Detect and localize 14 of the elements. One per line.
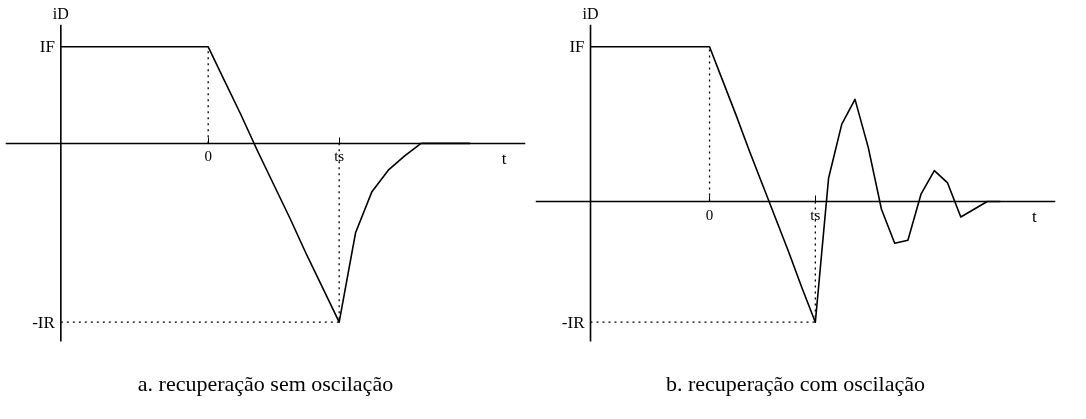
x-tick-label: ts: [334, 148, 345, 165]
x-axis-title: t: [1031, 207, 1037, 227]
x-tick-label: ts: [810, 206, 821, 223]
y-axis-title: iD: [582, 5, 599, 23]
text: a. recuperação sem oscilação: [137, 370, 394, 396]
x-tick-label: 0: [705, 206, 714, 223]
annotation: IF: [39, 37, 55, 57]
y-axis-title: iD: [52, 5, 69, 23]
text: b. recuperação com oscilação: [666, 370, 925, 396]
annotation: -IR: [561, 312, 586, 332]
x-axis-title: t: [501, 148, 507, 168]
annotation: IF: [569, 37, 585, 57]
annotation: -IR: [32, 312, 56, 332]
x-tick-label: 0: [204, 148, 212, 165]
